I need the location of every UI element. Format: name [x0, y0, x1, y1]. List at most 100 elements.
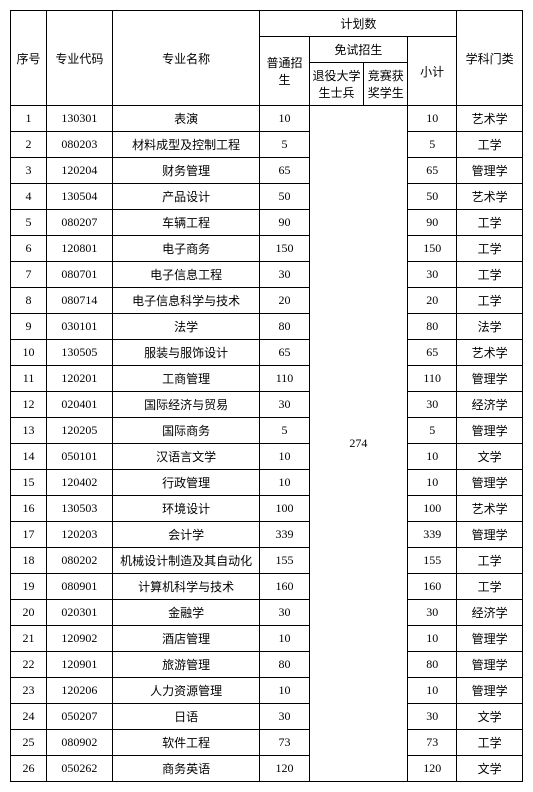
header-subtotal: 小计 — [408, 37, 457, 106]
cell-seq: 6 — [11, 236, 47, 262]
cell-normal: 20 — [260, 288, 309, 314]
cell-name: 产品设计 — [112, 184, 260, 210]
cell-name: 金融学 — [112, 600, 260, 626]
table-row: 14050101汉语言文学1010文学 — [11, 444, 523, 470]
cell-category: 工学 — [457, 548, 523, 574]
cell-normal: 80 — [260, 652, 309, 678]
cell-seq: 21 — [11, 626, 47, 652]
cell-seq: 15 — [11, 470, 47, 496]
cell-normal: 110 — [260, 366, 309, 392]
cell-normal: 30 — [260, 262, 309, 288]
table-row: 20020301金融学3030经济学 — [11, 600, 523, 626]
cell-seq: 4 — [11, 184, 47, 210]
cell-subtotal: 73 — [408, 730, 457, 756]
cell-category: 工学 — [457, 236, 523, 262]
cell-subtotal: 5 — [408, 132, 457, 158]
table-row: 9030101法学8080法学 — [11, 314, 523, 340]
cell-seq: 12 — [11, 392, 47, 418]
table-row: 6120801电子商务150150工学 — [11, 236, 523, 262]
cell-name: 国际经济与贸易 — [112, 392, 260, 418]
cell-seq: 8 — [11, 288, 47, 314]
cell-normal: 100 — [260, 496, 309, 522]
cell-category: 管理学 — [457, 678, 523, 704]
cell-subtotal: 100 — [408, 496, 457, 522]
cell-category: 管理学 — [457, 470, 523, 496]
cell-name: 汉语言文学 — [112, 444, 260, 470]
cell-category: 工学 — [457, 730, 523, 756]
cell-name: 人力资源管理 — [112, 678, 260, 704]
cell-category: 管理学 — [457, 626, 523, 652]
cell-name: 国际商务 — [112, 418, 260, 444]
cell-category: 经济学 — [457, 392, 523, 418]
cell-category: 工学 — [457, 574, 523, 600]
cell-code: 120402 — [47, 470, 113, 496]
cell-subtotal: 150 — [408, 236, 457, 262]
cell-name: 法学 — [112, 314, 260, 340]
cell-name: 服装与服饰设计 — [112, 340, 260, 366]
table-row: 22120901旅游管理8080管理学 — [11, 652, 523, 678]
cell-normal: 30 — [260, 704, 309, 730]
cell-subtotal: 30 — [408, 600, 457, 626]
cell-code: 080207 — [47, 210, 113, 236]
cell-subtotal: 30 — [408, 704, 457, 730]
cell-seq: 7 — [11, 262, 47, 288]
cell-name: 材料成型及控制工程 — [112, 132, 260, 158]
cell-normal: 120 — [260, 756, 309, 782]
cell-normal: 10 — [260, 470, 309, 496]
cell-code: 080701 — [47, 262, 113, 288]
table-row: 1130301表演1027410艺术学 — [11, 106, 523, 132]
cell-normal: 50 — [260, 184, 309, 210]
cell-exempt-merged: 274 — [309, 106, 407, 782]
cell-subtotal: 160 — [408, 574, 457, 600]
cell-name: 旅游管理 — [112, 652, 260, 678]
cell-name: 环境设计 — [112, 496, 260, 522]
cell-normal: 160 — [260, 574, 309, 600]
header-seq: 序号 — [11, 11, 47, 106]
cell-subtotal: 65 — [408, 340, 457, 366]
cell-seq: 9 — [11, 314, 47, 340]
table-row: 2080203材料成型及控制工程55工学 — [11, 132, 523, 158]
cell-normal: 10 — [260, 678, 309, 704]
cell-code: 030101 — [47, 314, 113, 340]
cell-category: 经济学 — [457, 600, 523, 626]
cell-seq: 3 — [11, 158, 47, 184]
cell-seq: 20 — [11, 600, 47, 626]
header-exempt1: 退役大学生士兵 — [309, 63, 364, 106]
cell-name: 计算机科学与技术 — [112, 574, 260, 600]
table-row: 26050262商务英语120120文学 — [11, 756, 523, 782]
cell-code: 130301 — [47, 106, 113, 132]
cell-category: 法学 — [457, 314, 523, 340]
cell-seq: 10 — [11, 340, 47, 366]
cell-seq: 24 — [11, 704, 47, 730]
cell-seq: 11 — [11, 366, 47, 392]
cell-normal: 80 — [260, 314, 309, 340]
cell-subtotal: 155 — [408, 548, 457, 574]
cell-seq: 18 — [11, 548, 47, 574]
table-row: 5080207车辆工程9090工学 — [11, 210, 523, 236]
cell-normal: 30 — [260, 600, 309, 626]
cell-seq: 13 — [11, 418, 47, 444]
cell-code: 080202 — [47, 548, 113, 574]
cell-name: 工商管理 — [112, 366, 260, 392]
cell-code: 130503 — [47, 496, 113, 522]
cell-category: 艺术学 — [457, 496, 523, 522]
cell-category: 管理学 — [457, 158, 523, 184]
cell-normal: 30 — [260, 392, 309, 418]
cell-name: 日语 — [112, 704, 260, 730]
cell-name: 表演 — [112, 106, 260, 132]
cell-category: 文学 — [457, 756, 523, 782]
table-row: 11120201工商管理110110管理学 — [11, 366, 523, 392]
table-row: 8080714电子信息科学与技术2020工学 — [11, 288, 523, 314]
cell-category: 管理学 — [457, 522, 523, 548]
cell-seq: 19 — [11, 574, 47, 600]
cell-normal: 10 — [260, 626, 309, 652]
table-row: 12020401国际经济与贸易3030经济学 — [11, 392, 523, 418]
cell-seq: 23 — [11, 678, 47, 704]
cell-name: 商务英语 — [112, 756, 260, 782]
cell-category: 管理学 — [457, 418, 523, 444]
cell-subtotal: 339 — [408, 522, 457, 548]
cell-normal: 10 — [260, 106, 309, 132]
cell-category: 管理学 — [457, 366, 523, 392]
cell-subtotal: 120 — [408, 756, 457, 782]
cell-code: 120204 — [47, 158, 113, 184]
